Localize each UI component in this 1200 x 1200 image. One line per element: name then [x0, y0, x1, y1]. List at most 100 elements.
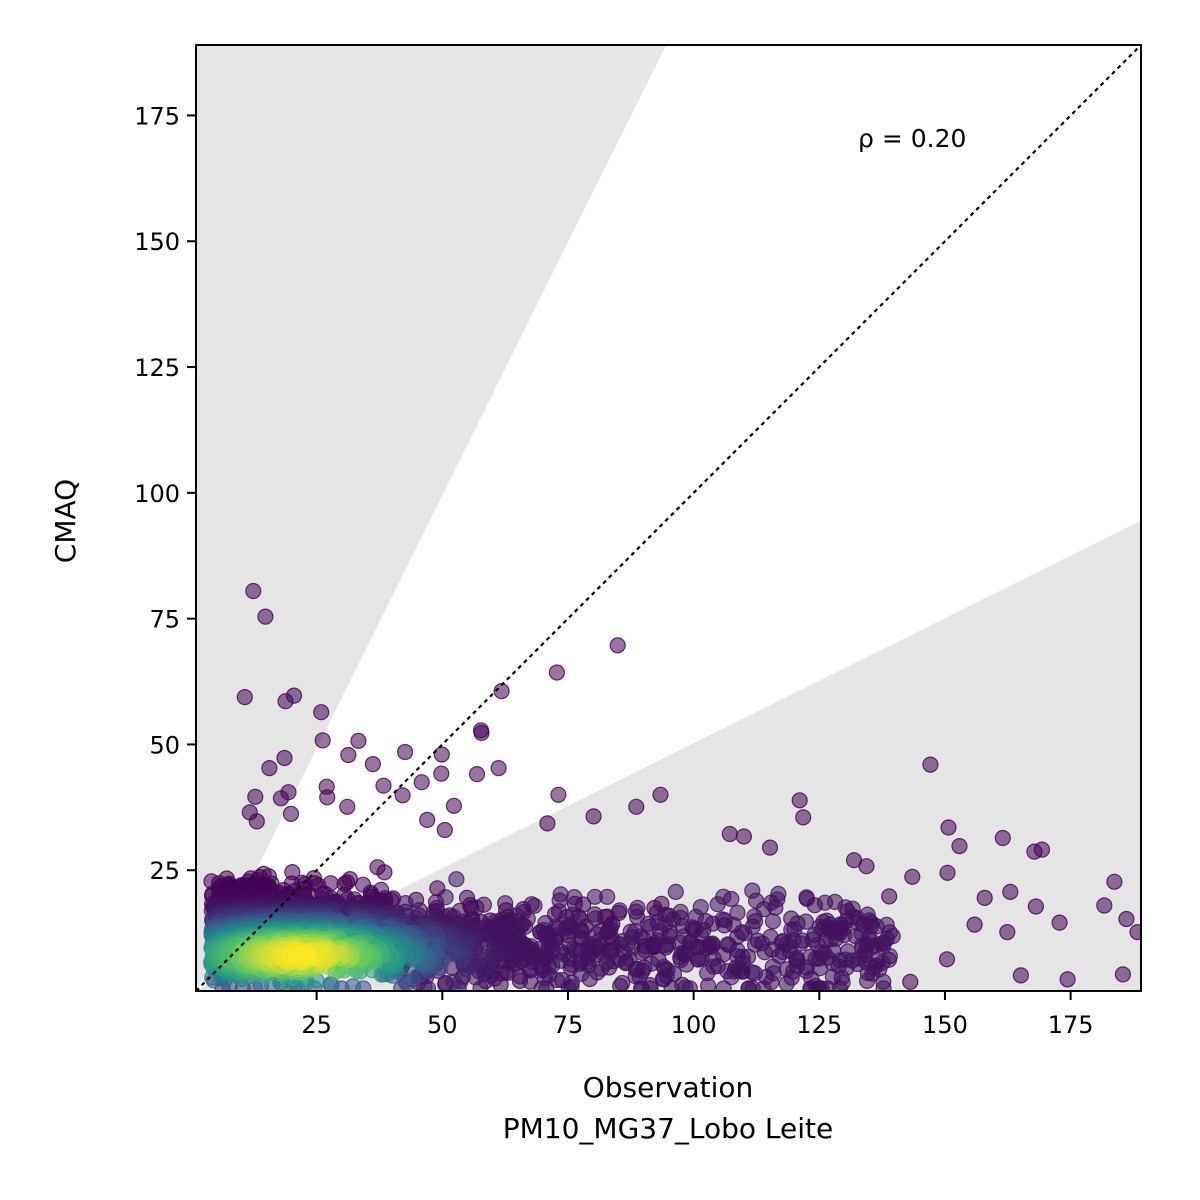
- scatter-point: [510, 929, 527, 946]
- correlation-annotation: ρ = 0.20: [858, 124, 966, 153]
- scatter-point: [261, 759, 278, 777]
- scatter-point: [628, 908, 646, 926]
- y-tick-label: 50: [149, 731, 180, 759]
- scatter-point: [746, 913, 764, 930]
- scatter-point: [589, 964, 606, 981]
- scatter-point: [976, 889, 993, 907]
- scatter-point: [875, 980, 892, 991]
- scatter-point: [764, 958, 781, 975]
- scatter-point: [548, 664, 566, 681]
- scatter-point: [506, 956, 523, 974]
- scatter-point: [490, 759, 507, 777]
- scatter-point: [631, 968, 648, 985]
- scatter-point: [902, 973, 919, 991]
- scatter-point: [749, 932, 767, 949]
- x-tick-label: 150: [922, 1011, 968, 1039]
- scatter-point: [562, 922, 580, 940]
- scatter-point: [394, 787, 411, 804]
- scatter-point: [1096, 897, 1113, 914]
- x-tick-label: 100: [671, 1011, 717, 1039]
- scatter-point: [650, 932, 667, 949]
- scatter-point: [397, 743, 414, 761]
- scatter-point: [729, 942, 746, 959]
- scatter-point: [272, 790, 289, 807]
- scatter-point: [663, 980, 680, 991]
- x-tick-label: 175: [1048, 1011, 1094, 1039]
- scatter-point: [591, 931, 608, 949]
- scatter-point: [611, 902, 628, 919]
- scatter-point: [783, 969, 800, 986]
- y-tick-label: 175: [134, 102, 180, 130]
- scatter-point: [468, 899, 485, 916]
- scatter-point: [824, 968, 842, 985]
- scatter-point: [609, 637, 626, 654]
- scatter-point: [433, 765, 450, 782]
- scatter-point: [672, 949, 689, 966]
- scatter-point: [623, 928, 641, 946]
- scatter-point: [868, 953, 886, 970]
- upper-shaded-band: [196, 45, 666, 991]
- scatter-point: [276, 749, 293, 767]
- scatter-point: [598, 954, 616, 971]
- scatter-point: [705, 950, 722, 967]
- scatter-point: [656, 960, 673, 978]
- scatter-point: [521, 973, 539, 990]
- scatter-point: [586, 888, 604, 905]
- scatter-point: [858, 858, 875, 875]
- scatter-point: [744, 882, 761, 899]
- scatter-point: [445, 797, 462, 814]
- scatter-point: [433, 746, 450, 763]
- scatter-point: [1118, 910, 1135, 928]
- scatter-point: [1114, 966, 1132, 983]
- scatter-point: [473, 724, 490, 742]
- scatter-point: [951, 837, 968, 855]
- scatter-point: [966, 916, 983, 933]
- scatter-point: [715, 980, 732, 991]
- scatter-point: [904, 868, 921, 885]
- scatter-point: [761, 839, 779, 856]
- y-tick-label: 25: [149, 857, 180, 885]
- y-tick-label: 125: [134, 354, 180, 382]
- scatter-point: [1002, 883, 1019, 901]
- scatter-point: [764, 913, 782, 930]
- scatter-point: [729, 904, 746, 921]
- scatter-point: [1027, 898, 1045, 915]
- scatter-point: [1106, 873, 1123, 890]
- scatter-point: [809, 936, 826, 954]
- scatter-point: [445, 973, 462, 990]
- y-tick-label: 75: [149, 606, 180, 634]
- scatter-point: [667, 883, 684, 901]
- scatter-point: [512, 942, 530, 960]
- scatter-point: [236, 688, 253, 706]
- scatter-point: [552, 886, 569, 903]
- scatter-point: [419, 811, 436, 829]
- scatter-point: [573, 965, 590, 983]
- scatter-point: [755, 980, 772, 991]
- scatter-point: [375, 777, 392, 794]
- scatter-point: [413, 774, 430, 791]
- x-axis-subtitle: PM10_MG37_Lobo Leite: [503, 1112, 834, 1145]
- scatter-point: [1051, 914, 1068, 931]
- scatter-point: [448, 871, 465, 888]
- scatter-point: [1026, 843, 1043, 860]
- scatter-point: [282, 805, 300, 823]
- scatter-points: [203, 582, 1141, 991]
- scatter-point: [245, 582, 262, 600]
- scatter-point: [721, 825, 738, 843]
- scatter-point: [277, 693, 294, 710]
- scatter-point: [795, 809, 812, 826]
- scatter-point: [735, 828, 753, 845]
- scatter-point: [770, 885, 787, 903]
- scatter-point: [295, 947, 312, 964]
- scatter-point: [340, 746, 357, 764]
- scatter-point: [314, 732, 331, 749]
- scatter-point: [319, 789, 336, 806]
- scatter-point: [810, 950, 828, 967]
- x-tick-label: 125: [796, 1011, 842, 1039]
- scatter-point: [672, 909, 689, 927]
- scatter-point: [566, 888, 583, 906]
- scatter-point: [1059, 971, 1076, 988]
- scatter-point: [727, 959, 745, 976]
- scatter-point: [546, 905, 564, 923]
